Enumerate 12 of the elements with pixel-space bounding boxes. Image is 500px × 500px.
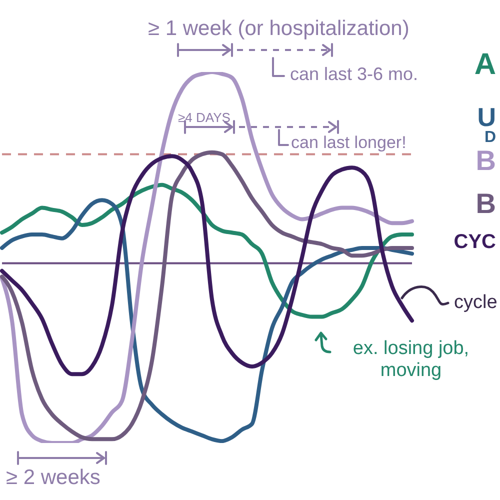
- text: ≥ 2 weeks: [6, 466, 100, 490]
- text: U D: [477, 102, 496, 146]
- text: B: [476, 188, 496, 219]
- text: A: [474, 48, 496, 81]
- text: B: [476, 145, 496, 176]
- text: CYC: [454, 231, 496, 253]
- text: cycle: [454, 292, 498, 314]
- annotation: ≥4 DAYS: [178, 110, 230, 126]
- annotation: can last 3-6 mo.: [290, 64, 418, 85]
- annotation: ex. losing job, moving: [352, 338, 470, 382]
- annotation: can last longer!: [291, 133, 406, 153]
- text: ≥ 1 week (or hospitalization): [148, 17, 410, 42]
